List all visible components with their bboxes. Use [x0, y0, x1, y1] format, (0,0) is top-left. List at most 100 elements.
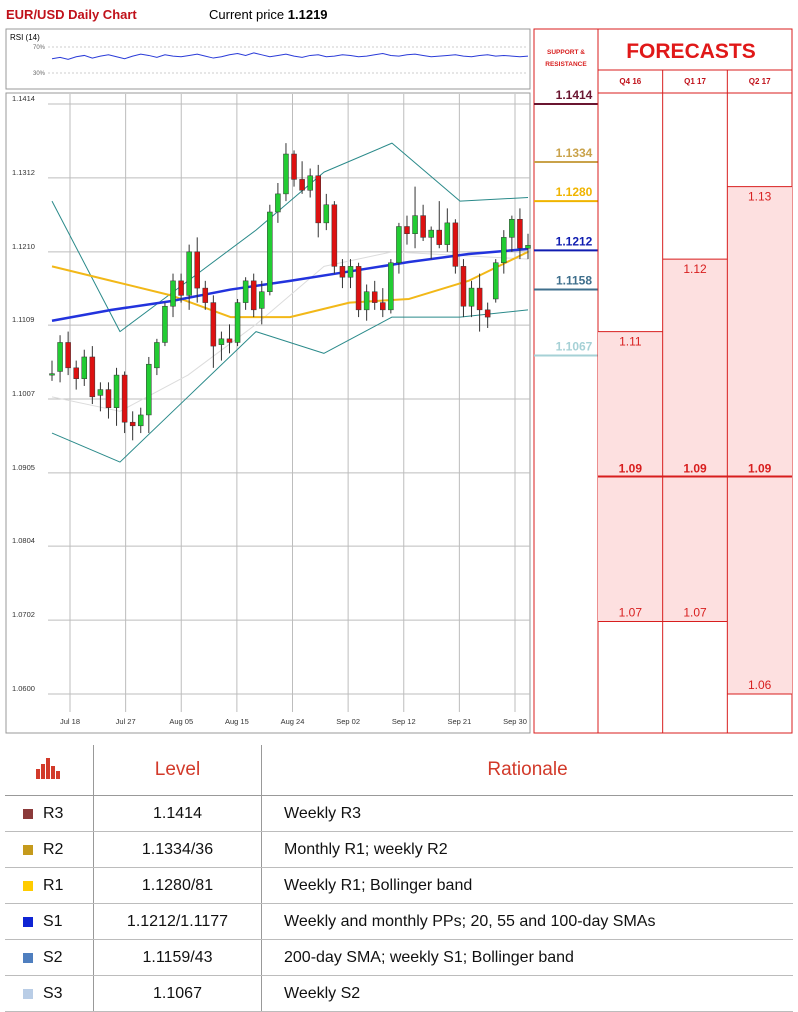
candle — [501, 230, 507, 274]
level-rationale: Weekly R3 — [261, 795, 793, 832]
candle — [299, 161, 305, 194]
candle — [162, 302, 168, 347]
y-tick-label: 1.1007 — [12, 389, 35, 398]
candle — [202, 280, 209, 310]
x-tick-label: Aug 05 — [169, 717, 193, 726]
sr-level: 1.1067 — [534, 340, 598, 357]
rsi-upper-label: 70% — [33, 45, 46, 51]
level-rationale: 200-day SMA; weekly S1; Bollinger band — [261, 939, 793, 976]
candle — [420, 204, 426, 241]
candle — [121, 371, 128, 434]
forecast-column-label: Q1 17 — [684, 77, 706, 86]
forecast-column: Q1 17 1.12 1.09 1.07 — [662, 70, 728, 733]
forecast-columns: Q4 16 1.11 1.09 1.07 Q1 17 1.12 1.09 1.07 Q2 17 1… — [598, 70, 792, 733]
level-code: S3 — [43, 984, 63, 1002]
forecast-low-label: 1.07 — [683, 606, 707, 620]
candle — [460, 259, 467, 318]
level-header: Level — [93, 745, 262, 796]
level-code-cell: S2 — [5, 939, 94, 976]
candle — [259, 280, 265, 325]
levels-table-header: Level Rationale — [5, 745, 793, 796]
level-code: R2 — [43, 840, 64, 858]
forecast-mid-label: 1.09 — [619, 462, 643, 476]
bar-chart-icon — [36, 758, 60, 779]
candle — [509, 215, 515, 252]
level-code-cell: S3 — [5, 975, 94, 1012]
sr-level-label: 1.1067 — [556, 340, 593, 354]
candle — [371, 280, 378, 310]
candle — [331, 201, 338, 274]
candle — [129, 411, 136, 441]
level-value: 1.1067 — [93, 975, 262, 1012]
sr-level: 1.1280 — [534, 185, 598, 203]
level-value: 1.1280/81 — [93, 867, 262, 904]
candle — [178, 273, 184, 303]
level-rationale: Monthly R1; weekly R2 — [261, 831, 793, 868]
candle — [283, 143, 289, 202]
x-tick-label: Sep 02 — [336, 717, 360, 726]
candle — [412, 186, 418, 249]
chart-header: EUR/USD Daily Chart Current price 1.1219 — [0, 0, 530, 28]
sr-level: 1.1414 — [534, 88, 598, 105]
chart-area: RSI (14) 70% 30% 1.1414 1.1312 1.1210 1.110… — [5, 28, 793, 734]
table-row: S1 1.1212/1.1177 Weekly and monthly PPs; 2… — [5, 903, 793, 940]
y-tick-label: 1.1109 — [12, 315, 34, 324]
forecast-mid-label: 1.09 — [683, 462, 707, 476]
candle — [363, 284, 370, 321]
forecast-range-band — [727, 186, 792, 694]
level-code-cell: R2 — [5, 831, 94, 868]
candle — [49, 360, 55, 381]
x-tick-label: Aug 24 — [281, 717, 305, 726]
rsi-lower-label: 30% — [33, 71, 46, 77]
x-tick-label: Aug 15 — [225, 717, 249, 726]
forecast-mid-label: 1.09 — [748, 462, 772, 476]
candle — [242, 277, 249, 310]
candle — [347, 259, 354, 289]
candle — [525, 233, 531, 260]
candle — [154, 338, 160, 376]
level-color-swatch — [23, 880, 33, 891]
price-panel-frame — [5, 92, 531, 734]
candle — [339, 259, 346, 289]
candle — [267, 204, 273, 296]
x-tick-labels: Jul 18 Jul 27 Aug 05 Aug 15 Aug 24 Sep 02 Sep … — [60, 717, 527, 726]
y-tick-label: 1.0600 — [12, 684, 35, 693]
x-tick-label: Jul 27 — [116, 717, 136, 726]
candle — [275, 183, 281, 223]
rsi-frame — [5, 28, 531, 90]
sma-blue-line — [51, 247, 529, 322]
levels-table-body: R3 1.1414 Weekly R3 R2 1.1334/36 Monthly R1; … — [5, 795, 793, 1012]
table-row: S3 1.1067 Weekly S2 — [5, 975, 793, 1012]
level-code: S1 — [43, 912, 63, 930]
rsi-line — [51, 52, 529, 60]
sr-header-line2: RESISTANCE — [545, 61, 587, 68]
candle — [234, 298, 241, 347]
candle — [89, 346, 96, 405]
level-rationale: Weekly S2 — [261, 975, 793, 1012]
level-color-swatch — [23, 952, 33, 963]
table-row: R3 1.1414 Weekly R3 — [5, 795, 793, 832]
candle — [105, 382, 112, 419]
candle — [404, 215, 410, 245]
forecast-range-band — [662, 259, 728, 622]
candle — [484, 302, 491, 328]
candle — [436, 201, 443, 249]
candle — [113, 367, 120, 426]
rationale-header: Rationale — [261, 745, 793, 796]
table-row: R1 1.1280/81 Weekly R1; Bollinger band — [5, 867, 793, 904]
candle — [476, 273, 483, 332]
indicator-overlays — [51, 142, 529, 463]
bollinger-lower-line — [51, 309, 529, 463]
forecast-low-label: 1.07 — [619, 606, 643, 620]
sr-column-frame — [533, 28, 599, 734]
candle — [492, 259, 499, 303]
candle — [452, 219, 459, 274]
candle — [428, 226, 434, 260]
current-price-label: Current price — [209, 7, 285, 22]
forecast-column: Q2 17 1.13 1.09 1.06 — [726, 70, 792, 733]
chart-title: EUR/USD Daily Chart — [6, 7, 137, 22]
levels-table: Level Rationale R3 1.1414 Weekly R3 R2 1.133… — [5, 745, 793, 1012]
current-price-readout: Current price 1.1219 — [209, 7, 328, 22]
level-color-swatch — [23, 916, 33, 927]
y-tick-label: 1.1312 — [12, 168, 35, 177]
